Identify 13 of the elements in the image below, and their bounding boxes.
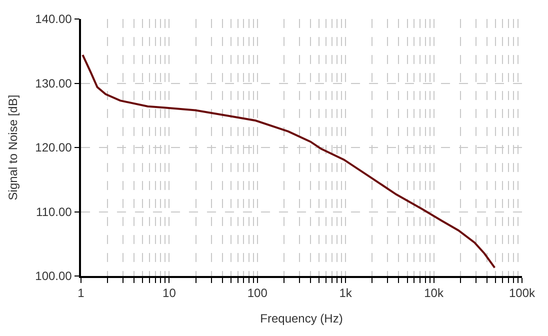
x-axis-title: Frequency (Hz) [260,312,343,326]
y-tick-label: 130.00 [35,76,72,90]
y-tick-label: 120.00 [35,140,72,155]
x-tick-label: 100k [508,286,536,300]
x-tick-label: 100 [247,286,268,300]
x-tick-label: 1 [78,286,85,300]
y-tick-label: 100.00 [35,269,72,284]
y-axis-title: Signal to Noise [dB] [6,94,20,200]
x-tick-label: 1k [339,286,353,300]
x-tick-label: 10 [162,286,176,300]
x-tick-label: 10k [424,286,444,300]
y-tick-label: 110.00 [36,204,72,219]
y-tick-label: 140.00 [35,12,72,26]
